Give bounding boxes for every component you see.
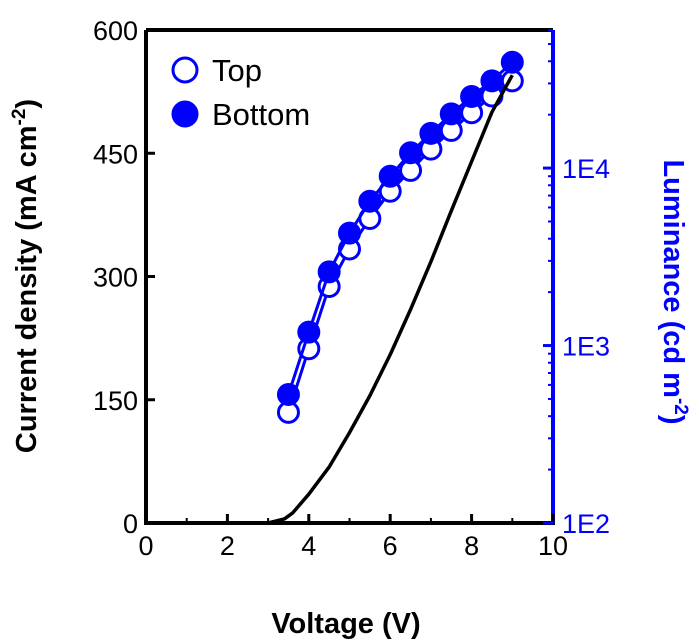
data-point-bottom [358,189,382,213]
data-point-bottom [460,85,484,109]
y-left-title-main: Current density (mA cm [11,125,43,453]
y-left-title-end: ) [11,99,43,109]
y-right-tick-label: 1E4 [562,154,610,184]
data-point-bottom [317,260,341,284]
y-left-tick-label: 450 [93,139,138,169]
data-point-bottom [338,221,361,245]
y-right-tick-label: 1E3 [562,332,610,362]
x-tick-label: 6 [383,531,398,561]
y-right-axis-title: Luminance (cd m-2) [657,159,691,424]
data-point-bottom [439,102,463,126]
y-left-tick-label: 150 [93,386,138,416]
current-density-line [251,74,514,525]
legend-marker-top [171,56,199,84]
data-point-bottom [297,320,321,344]
series-line-top [286,79,514,413]
x-tick-label: 2 [220,531,235,561]
legend-label-bottom: Bottom [212,97,310,132]
legend-marker-bottom [171,100,199,128]
ticks: 0 2 4 6 8 10 0 150 300 450 600 1E2 1E3 1E4 [93,16,610,561]
y-left-tick-label: 300 [93,263,138,293]
x-tick-label: 4 [301,531,316,561]
data-point-bottom [500,50,524,74]
x-tick-label: 0 [138,531,153,561]
y-left-axis-title: Current density (mA cm-2) [9,99,43,453]
x-tick-label: 8 [464,531,479,561]
data-point-bottom [276,382,300,406]
series-layer [251,50,524,525]
y-right-title-main: Luminance (cd m [657,159,689,398]
x-axis-title: Voltage (V) [271,608,420,640]
y-left-tick-label: 600 [93,16,138,46]
data-point-bottom [399,141,423,165]
data-point-bottom [480,69,504,93]
data-point-bottom [419,121,443,145]
legend-label-top: Top [212,53,262,88]
y-right-title-end: ) [657,415,689,425]
y-right-title-sup: -2 [670,398,691,415]
x-tick-label: 10 [538,531,568,561]
legend: Top Bottom [171,53,310,132]
y-right-tick-label: 1E2 [562,509,610,539]
y-left-tick-label: 0 [123,509,138,539]
y-left-title-sup: -2 [9,109,30,126]
data-point-bottom [378,164,402,188]
